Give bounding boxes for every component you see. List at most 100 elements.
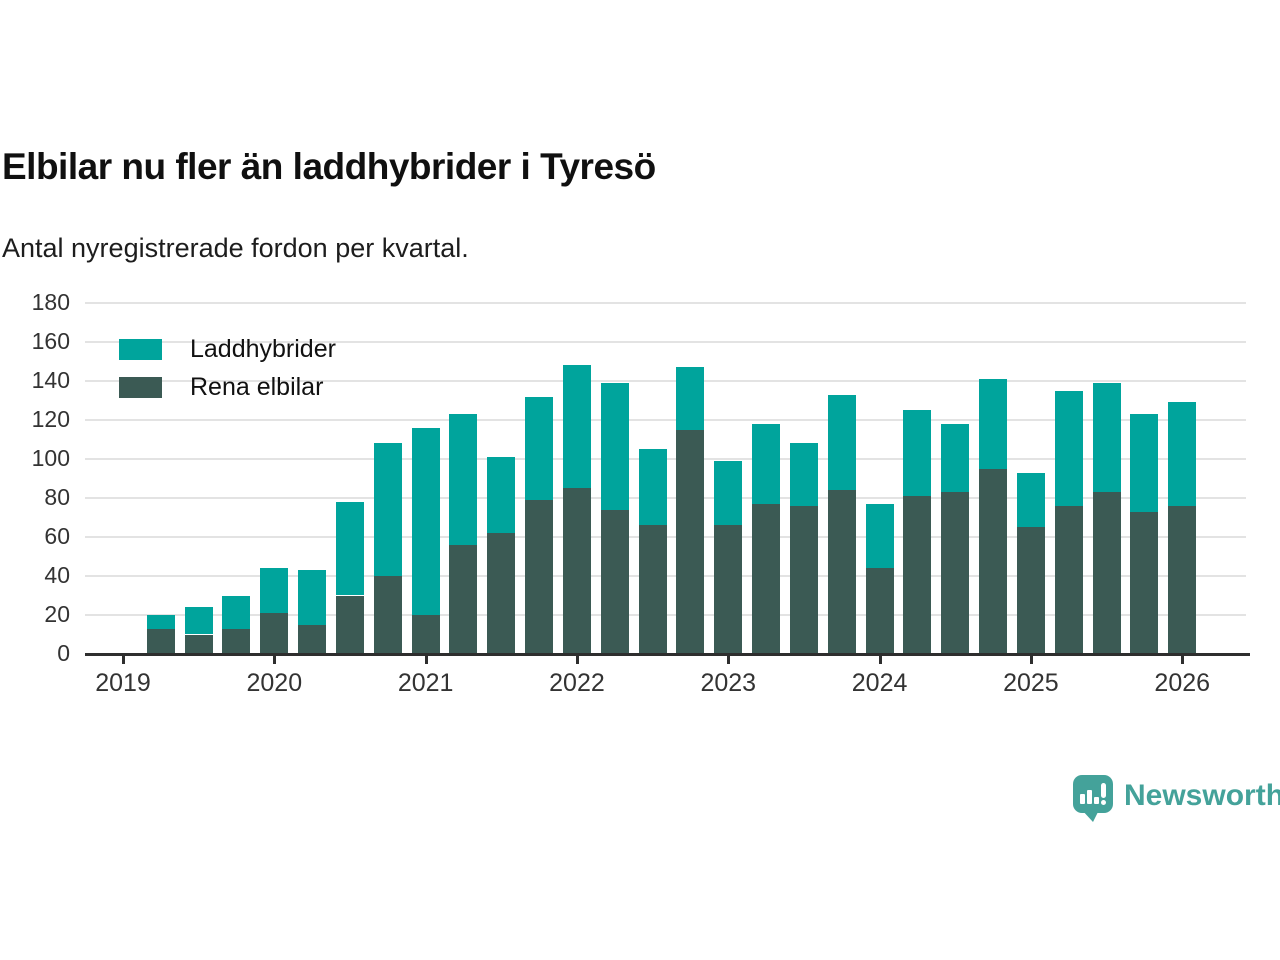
bar-segment-rena-elbilar <box>600 509 629 654</box>
newsworthy-logo-icon <box>1073 775 1113 822</box>
x-axis-tick-label: 2019 <box>95 669 151 697</box>
bar-segment-rena-elbilar <box>752 503 781 654</box>
bar-segment-laddhybrider <box>449 414 478 545</box>
x-axis-tick <box>1029 656 1033 664</box>
bar-segment-laddhybrider <box>714 460 743 526</box>
bar-segment-laddhybrider <box>562 365 591 489</box>
bar-segment-rena-elbilar <box>941 492 970 654</box>
bar-segment-laddhybrider <box>335 501 364 596</box>
bar-segment-laddhybrider <box>789 443 818 506</box>
x-axis-line <box>85 653 1250 656</box>
y-axis-tick-label: 80 <box>44 484 70 510</box>
bar-segment-rena-elbilar <box>449 544 478 654</box>
bar-segment-rena-elbilar <box>335 595 364 654</box>
legend-label-rena-elbilar: Rena elbilar <box>190 372 324 401</box>
chart-legend: Laddhybrider Rena elbilar <box>119 330 336 406</box>
bar-segment-rena-elbilar <box>1054 505 1083 654</box>
chart-subtitle: Antal nyregistrerade fordon per kvartal. <box>2 233 469 263</box>
y-axis-tick-label: 100 <box>31 445 70 471</box>
bar-segment-laddhybrider <box>1016 472 1045 528</box>
bar-segment-rena-elbilar <box>260 613 289 654</box>
x-axis-tick <box>273 656 277 664</box>
y-axis-tick-label: 180 <box>31 289 70 315</box>
bar-segment-laddhybrider <box>941 423 970 493</box>
bar-segment-rena-elbilar <box>714 525 743 654</box>
bar-segment-laddhybrider <box>827 394 856 491</box>
bar-segment-rena-elbilar <box>487 533 516 654</box>
bar-segment-rena-elbilar <box>1168 505 1197 654</box>
legend-item-rena-elbilar: Rena elbilar <box>119 368 336 406</box>
bar-segment-rena-elbilar <box>1130 511 1159 654</box>
bar-segment-rena-elbilar <box>865 568 894 654</box>
y-axis-tick-label: 0 <box>57 640 70 666</box>
bar-segment-rena-elbilar <box>638 525 667 654</box>
bar-segment-rena-elbilar <box>1092 492 1121 654</box>
legend-label-laddhybrider: Laddhybrider <box>190 334 336 363</box>
bar-segment-laddhybrider <box>298 570 327 625</box>
y-axis-tick-label: 40 <box>44 562 70 588</box>
legend-item-laddhybrider: Laddhybrider <box>119 330 336 368</box>
newsworthy-logo: Newsworthy <box>1072 774 1280 822</box>
bar-segment-rena-elbilar <box>562 488 591 654</box>
x-axis-tick <box>727 656 731 664</box>
bar-segment-laddhybrider <box>903 410 932 497</box>
bar-segment-rena-elbilar <box>903 496 932 654</box>
x-axis-tick <box>1181 656 1185 664</box>
bar-segment-rena-elbilar <box>298 624 327 654</box>
x-axis-tick <box>424 656 428 664</box>
y-axis-tick-label: 140 <box>31 367 70 393</box>
bar-segment-laddhybrider <box>146 615 175 629</box>
bar-segment-rena-elbilar <box>979 468 1008 654</box>
bar-segment-laddhybrider <box>1130 414 1159 512</box>
y-axis-tick-label: 160 <box>31 328 70 354</box>
y-axis-tick-label: 20 <box>44 601 70 627</box>
bar-segment-laddhybrider <box>1054 390 1083 506</box>
gridline <box>85 380 1246 382</box>
x-axis-tick <box>122 656 125 664</box>
gridline <box>85 419 1246 421</box>
bar-segment-laddhybrider <box>411 427 440 615</box>
bar-segment-laddhybrider <box>525 396 554 500</box>
bar-segment-rena-elbilar <box>1016 527 1045 654</box>
legend-swatch-laddhybrider <box>119 338 162 360</box>
gridline <box>85 302 1246 304</box>
legend-swatch-rena-elbilar <box>119 376 162 398</box>
x-axis-tick-label: 2020 <box>246 669 303 697</box>
bar-segment-rena-elbilar <box>222 628 251 654</box>
bar-segment-laddhybrider <box>373 443 402 576</box>
x-axis-tick-label: 2025 <box>1003 669 1059 697</box>
x-axis-tick-label: 2023 <box>700 669 757 697</box>
bar-segment-laddhybrider <box>638 449 667 526</box>
newsworthy-logo-text: Newsworthy <box>1124 779 1280 812</box>
bar-segment-rena-elbilar <box>411 615 440 654</box>
x-axis-tick-label: 2022 <box>549 669 605 697</box>
y-axis-tick-label: 60 <box>44 523 70 549</box>
bar-segment-rena-elbilar <box>827 490 856 654</box>
x-axis-tick-label: 2024 <box>851 669 908 697</box>
bar-segment-rena-elbilar <box>676 429 705 654</box>
bar-segment-rena-elbilar <box>373 576 402 654</box>
x-axis-tick-label: 2026 <box>1154 669 1211 697</box>
bar-segment-laddhybrider <box>1092 382 1121 493</box>
bar-segment-laddhybrider <box>487 457 516 534</box>
bar-segment-laddhybrider <box>676 367 705 430</box>
bar-segment-laddhybrider <box>1168 402 1197 506</box>
bar-segment-laddhybrider <box>260 568 289 614</box>
bar-segment-rena-elbilar <box>146 628 175 654</box>
bar-segment-rena-elbilar <box>184 634 213 654</box>
gridline <box>85 341 1246 343</box>
bar-segment-laddhybrider <box>979 379 1008 469</box>
x-axis-tick <box>575 656 579 664</box>
y-axis-tick-label: 120 <box>31 406 70 432</box>
bar-segment-rena-elbilar <box>789 505 818 654</box>
x-axis-tick-label: 2021 <box>397 669 454 697</box>
chart-title: Elbilar nu fler än laddhybrider i Tyresö <box>2 146 656 187</box>
bar-segment-laddhybrider <box>865 503 894 569</box>
bar-segment-rena-elbilar <box>525 499 554 654</box>
x-axis-tick <box>878 656 882 664</box>
bar-segment-laddhybrider <box>600 382 629 510</box>
bar-segment-laddhybrider <box>184 607 213 635</box>
bar-segment-laddhybrider <box>222 595 251 629</box>
